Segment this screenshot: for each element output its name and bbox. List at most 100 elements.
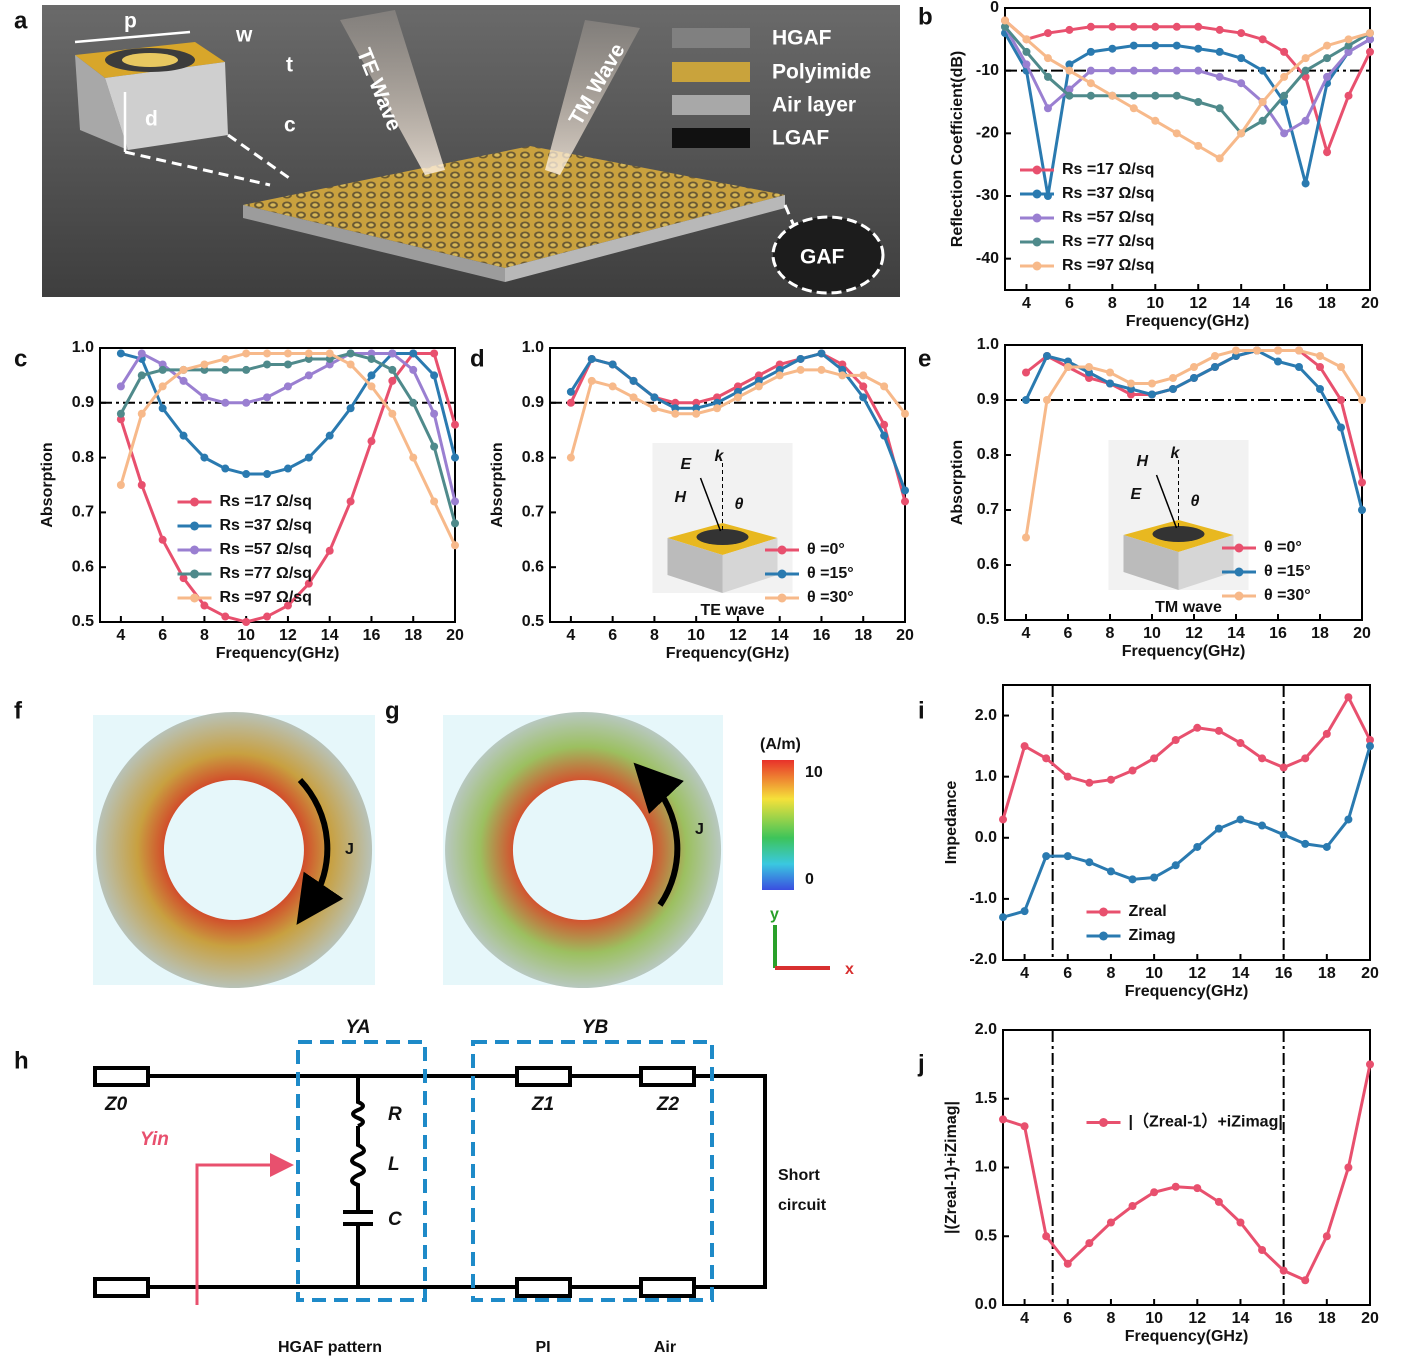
data-point — [1064, 363, 1072, 371]
data-point — [180, 366, 188, 374]
legend-label: θ =15° — [1264, 563, 1311, 580]
data-point — [1259, 67, 1267, 75]
data-point — [1280, 1267, 1288, 1275]
data-point — [1237, 54, 1245, 62]
data-point — [588, 355, 596, 363]
current-label: J — [695, 821, 704, 838]
port — [95, 1068, 148, 1085]
inset-symbol: k — [715, 448, 725, 465]
x-tick-label: 18 — [1318, 965, 1336, 982]
colorbar-max: 10 — [805, 764, 823, 781]
data-point — [1129, 1202, 1137, 1210]
data-point — [1358, 396, 1366, 404]
series-line — [121, 353, 455, 501]
x-tick-label: 8 — [650, 627, 659, 644]
data-point — [1236, 739, 1244, 747]
data-point — [1194, 23, 1202, 31]
axis-label: x — [845, 961, 854, 978]
data-point — [1107, 867, 1115, 875]
x-tick-label: 14 — [771, 627, 789, 644]
data-point — [159, 404, 167, 412]
panel-label: h — [14, 1047, 29, 1074]
data-point — [1087, 23, 1095, 31]
y-tick-label: -20 — [976, 125, 999, 142]
data-point — [880, 382, 888, 390]
data-point — [1323, 42, 1331, 50]
data-point — [1085, 858, 1093, 866]
y-tick-label: 0.6 — [72, 558, 94, 575]
x-axis-label: Frequency(GHz) — [216, 645, 340, 662]
x-tick-label: 8 — [1106, 625, 1115, 642]
data-point — [1044, 29, 1052, 37]
data-point — [1345, 35, 1353, 43]
y-tick-label: 0.5 — [975, 1227, 997, 1244]
data-point — [797, 355, 805, 363]
y-tick-label: 0.0 — [975, 1296, 997, 1313]
y-tick-label: 1.0 — [72, 339, 94, 356]
data-point — [1065, 67, 1073, 75]
data-point — [1148, 380, 1156, 388]
x-axis-label: Frequency(GHz) — [1122, 643, 1246, 660]
data-point — [1344, 693, 1352, 701]
data-point — [1172, 736, 1180, 744]
data-point — [1358, 506, 1366, 514]
data-point — [117, 382, 125, 390]
circuit-label: Z0 — [104, 1094, 128, 1115]
data-point — [1302, 179, 1310, 187]
x-axis-label: Frequency(GHz) — [1125, 1328, 1249, 1345]
data-point — [1151, 92, 1159, 100]
data-point — [859, 371, 867, 379]
x-tick-label: 20 — [896, 627, 914, 644]
data-point — [1280, 73, 1288, 81]
y-axis-label: Reflection Coefficient(dB) — [949, 51, 966, 247]
x-tick-label: 20 — [1353, 625, 1371, 642]
panel-label: d — [470, 345, 485, 372]
data-point — [1150, 1188, 1158, 1196]
x-tick-label: 10 — [687, 627, 705, 644]
data-point — [1190, 374, 1198, 382]
data-point — [263, 349, 271, 357]
data-point — [1295, 363, 1303, 371]
legend-marker — [190, 570, 199, 579]
chart: 0.50.60.70.80.91.0468101214161820Frequen… — [39, 339, 464, 662]
x-tick-label: 10 — [1145, 965, 1163, 982]
data-point — [1021, 907, 1029, 915]
legend-marker — [1235, 592, 1244, 601]
data-point — [1232, 347, 1240, 355]
data-point — [901, 486, 909, 494]
series-line — [1003, 1064, 1370, 1280]
data-point — [326, 432, 334, 440]
data-point — [347, 497, 355, 505]
circuit-label: L — [388, 1154, 400, 1175]
data-point — [1259, 35, 1267, 43]
data-point — [1344, 815, 1352, 823]
data-point — [1127, 380, 1135, 388]
data-point — [901, 497, 909, 505]
data-point — [1130, 67, 1138, 75]
y-tick-label: 0.8 — [977, 446, 999, 463]
colorbar-min: 0 — [805, 871, 814, 888]
x-tick-label: 16 — [363, 627, 381, 644]
data-point — [1042, 1232, 1050, 1240]
data-point — [1253, 347, 1261, 355]
data-point — [1022, 60, 1030, 68]
x-tick-label: 12 — [1188, 1310, 1206, 1327]
y-tick-label: 0.9 — [72, 394, 94, 411]
x-tick-label: 14 — [1227, 625, 1245, 642]
swatch — [672, 95, 750, 115]
data-point — [451, 497, 459, 505]
y-tick-label: 0.6 — [522, 558, 544, 575]
data-point — [430, 443, 438, 451]
data-point — [367, 382, 375, 390]
x-tick-label: 6 — [608, 627, 617, 644]
data-point — [1237, 29, 1245, 37]
data-point — [451, 421, 459, 429]
chart: -2.0-1.00.01.02.0468101214161820Frequenc… — [943, 685, 1379, 1000]
data-point — [1302, 67, 1310, 75]
legend-marker — [1099, 908, 1108, 917]
data-point — [1151, 42, 1159, 50]
data-point — [1021, 1122, 1029, 1130]
legend-marker — [1033, 214, 1042, 223]
data-point — [1169, 385, 1177, 393]
dim-label: d — [145, 108, 158, 131]
